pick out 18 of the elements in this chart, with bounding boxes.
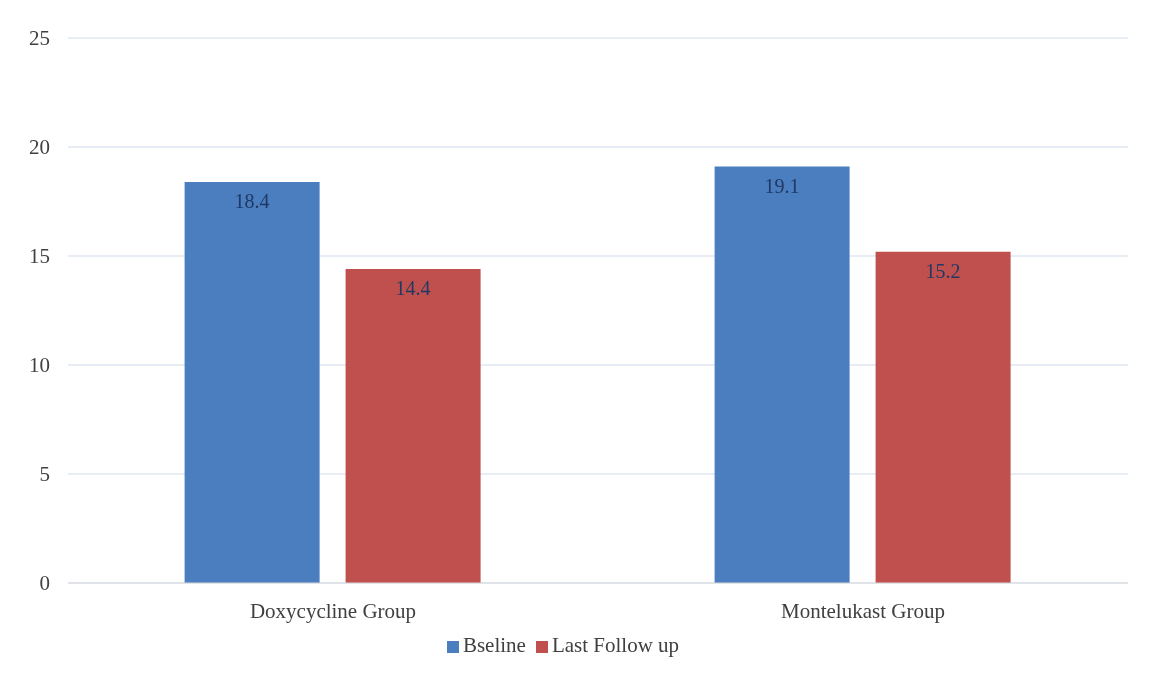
- data-label: 15.2: [925, 259, 961, 282]
- y-tick-label: 15: [29, 244, 50, 269]
- y-tick-label: 25: [29, 26, 50, 51]
- x-tick-label: Montelukast Group: [781, 598, 945, 623]
- y-tick-label: 5: [39, 462, 50, 487]
- bar: [345, 269, 481, 583]
- bar: [714, 166, 850, 583]
- y-tick-label: 0: [39, 571, 50, 596]
- x-tick-label: Doxycycline Group: [249, 598, 417, 623]
- data-label: 19.1: [764, 174, 800, 197]
- y-tick-label: 20: [29, 135, 50, 160]
- bar: [184, 181, 320, 583]
- legend-label: Last Follow up: [551, 633, 680, 657]
- legend-label: Bseline: [462, 633, 526, 657]
- data-label: 18.4: [234, 190, 270, 213]
- data-label: 14.4: [395, 277, 431, 300]
- y-tick-label: 10: [29, 353, 50, 378]
- bar: [875, 251, 1011, 583]
